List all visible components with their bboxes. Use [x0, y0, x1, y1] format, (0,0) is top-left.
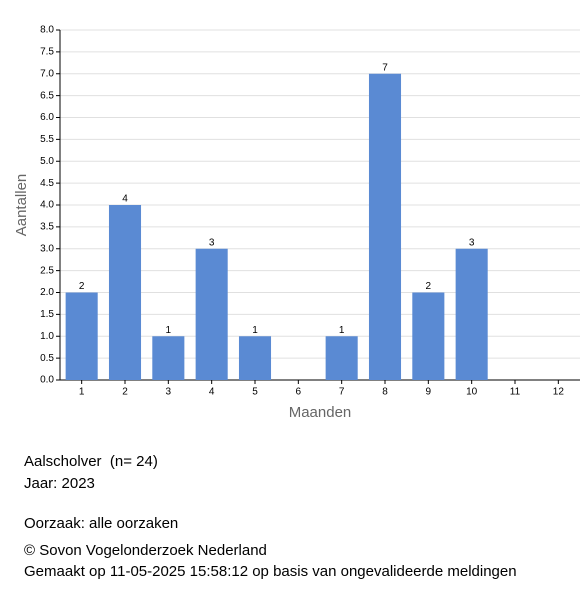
y-tick-label: 0.5	[40, 353, 54, 364]
value-label: 4	[122, 194, 128, 205]
year: Jaar: 2023	[24, 475, 95, 492]
bar	[108, 205, 142, 380]
y-tick-label: 2.0	[40, 287, 54, 298]
made-note: Gemaakt op 11-05-2025 15:58:12 op basis …	[24, 563, 517, 580]
value-label: 1	[252, 325, 258, 336]
y-tick-label: 6.0	[40, 112, 54, 123]
y-tick-label: 1.0	[40, 331, 54, 342]
y-tick-label: 6.5	[40, 90, 54, 101]
y-tick-label: 8.0	[40, 25, 54, 36]
value-label: 1	[339, 325, 345, 336]
bar	[195, 248, 228, 380]
x-tick-label: 4	[209, 387, 215, 398]
y-tick-label: 7.5	[40, 47, 54, 58]
chart: Aantallen Maanden 0.0 0.5 1.0 1.5 2.0 2.5 3.0 3…	[13, 25, 580, 421]
value-label: 1	[166, 325, 172, 336]
y-tick-label: 3.0	[40, 243, 54, 254]
value-label: 7	[382, 62, 388, 73]
y-tick-label: 3.5	[40, 222, 54, 233]
bar	[152, 336, 185, 380]
x-axis-label: Maanden	[289, 404, 352, 421]
x-tick-label: 5	[252, 387, 258, 398]
y-tick-label: 7.0	[40, 68, 54, 79]
value-label: 2	[79, 281, 85, 292]
bar	[412, 292, 445, 380]
x-tick-label: 6	[296, 387, 302, 398]
y-tick-label: 5.0	[40, 156, 54, 167]
x-tick-label: 10	[466, 387, 478, 398]
cause: Oorzaak: alle oorzaken	[24, 515, 179, 532]
x-tick-label: 2	[122, 387, 128, 398]
copyright: © Sovon Vogelonderzoek Nederland	[24, 542, 267, 559]
x-tick-label: 8	[382, 387, 388, 398]
y-tick-label: 0.0	[40, 375, 54, 386]
x-tick-label: 1	[79, 387, 85, 398]
x-tick-label: 9	[426, 387, 432, 398]
species: Aalscholver (n= 24)	[24, 453, 158, 470]
value-label: 3	[469, 237, 475, 248]
y-tick-label: 4.5	[40, 178, 54, 189]
x-tick-label: 3	[166, 387, 172, 398]
x-tick-label: 12	[553, 387, 565, 398]
bar	[368, 73, 402, 380]
bar	[325, 336, 358, 380]
value-label: 2	[426, 281, 432, 292]
value-label: 3	[209, 237, 215, 248]
bar	[65, 292, 98, 380]
y-tick-label: 2.5	[40, 265, 54, 276]
x-tick-label: 7	[339, 387, 345, 398]
y-tick-label: 1.5	[40, 309, 54, 320]
bar	[238, 336, 272, 380]
y-tick-label: 4.0	[40, 200, 54, 211]
bar	[455, 248, 488, 380]
y-tick-label: 5.5	[40, 134, 54, 145]
y-axis-label: Aantallen	[13, 174, 30, 237]
x-tick-label: 11	[510, 387, 521, 398]
